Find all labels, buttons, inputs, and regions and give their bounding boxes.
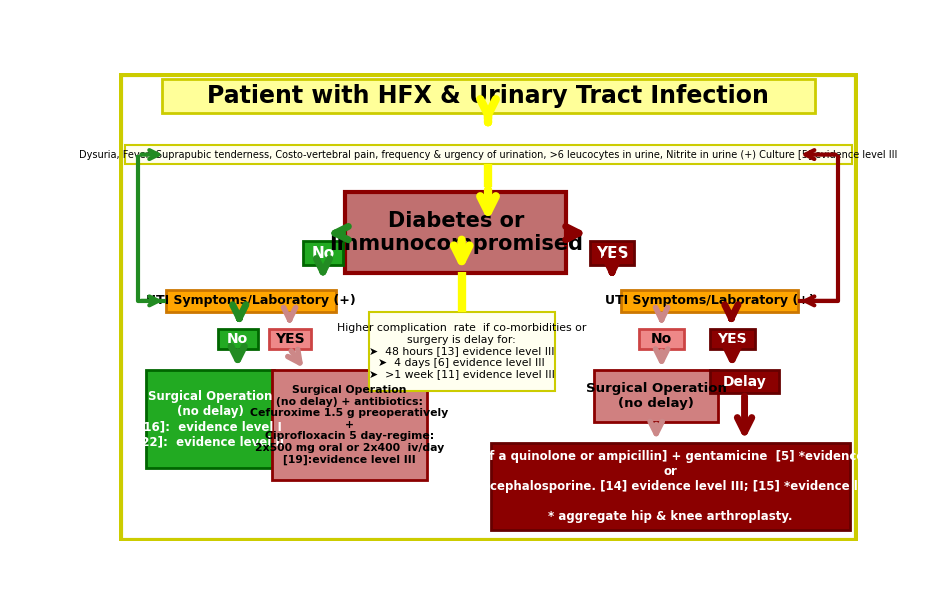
FancyBboxPatch shape	[271, 370, 426, 480]
FancyBboxPatch shape	[217, 328, 258, 348]
Text: Surgical Operation
(no delay)
[16]:  evidence level I
[22]:  evidence level II: Surgical Operation (no delay) [16]: evid…	[136, 390, 284, 448]
FancyBboxPatch shape	[621, 290, 797, 312]
Text: UTI Symptoms/Laboratory (+): UTI Symptoms/Laboratory (+)	[605, 294, 814, 308]
Text: UTI Symptoms/Laboratory (+): UTI Symptoms/Laboratory (+)	[146, 294, 355, 308]
FancyBboxPatch shape	[368, 312, 554, 391]
Text: Higher complication  rate  if co-morbidities or
surgery is delay for:
➤  48 hour: Higher complication rate if co-morbiditi…	[337, 323, 585, 379]
Text: Dysuria, Fever, Suprapubic tenderness, Costo-vertebral pain, frequency & urgency: Dysuria, Fever, Suprapubic tenderness, C…	[79, 150, 897, 159]
Text: YES: YES	[595, 246, 627, 261]
FancyBboxPatch shape	[345, 192, 565, 273]
FancyBboxPatch shape	[709, 328, 754, 348]
Text: 1 dose [of a quinolone or ampicillin] + gentamicine  [5] *evidence level V
or
3 : 1 dose [of a quinolone or ampicillin] + …	[427, 449, 912, 522]
FancyBboxPatch shape	[162, 79, 814, 113]
Text: YES: YES	[717, 331, 746, 345]
Text: Surgical Operation
(no delay) + antibiotics:
Cefuroxime 1.5 g preoperatively
+
C: Surgical Operation (no delay) + antibiot…	[250, 385, 448, 465]
FancyBboxPatch shape	[589, 241, 634, 266]
FancyBboxPatch shape	[639, 328, 684, 348]
Text: No: No	[227, 331, 248, 345]
Text: No: No	[311, 246, 334, 261]
Text: Diabetes or
Immunocompromised: Diabetes or Immunocompromised	[328, 211, 583, 254]
FancyBboxPatch shape	[125, 145, 851, 164]
Text: No: No	[650, 331, 671, 345]
Text: Delay: Delay	[722, 375, 765, 389]
Text: Surgical Operation
(no delay): Surgical Operation (no delay)	[585, 382, 725, 410]
FancyBboxPatch shape	[490, 443, 849, 530]
FancyBboxPatch shape	[166, 290, 336, 312]
FancyBboxPatch shape	[303, 241, 343, 266]
FancyBboxPatch shape	[709, 370, 779, 393]
FancyBboxPatch shape	[268, 328, 310, 348]
FancyBboxPatch shape	[594, 370, 718, 422]
Text: YES: YES	[274, 331, 304, 345]
Text: Patient with HFX & Urinary Tract Infection: Patient with HFX & Urinary Tract Infecti…	[208, 84, 768, 108]
FancyBboxPatch shape	[146, 370, 274, 468]
